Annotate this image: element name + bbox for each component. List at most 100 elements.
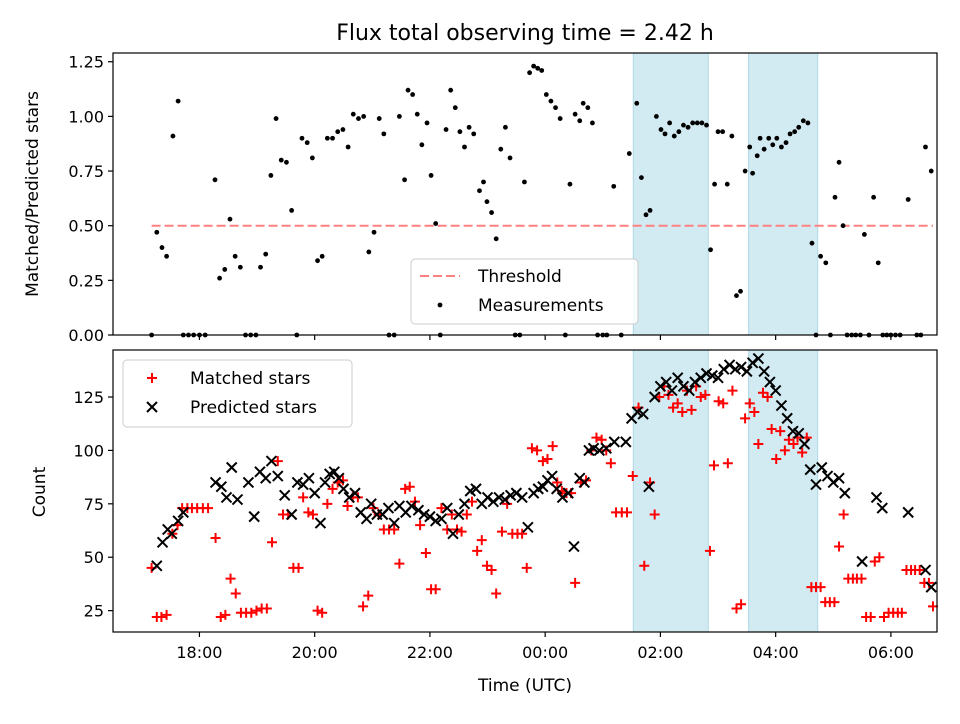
matched-star-point — [363, 590, 374, 601]
top-legend: Threshold Measurements — [410, 258, 639, 325]
measurement-point — [309, 155, 315, 161]
measurement-point — [766, 135, 772, 141]
matched-star-point — [293, 562, 304, 573]
x-tick-label: 06:00 — [868, 643, 914, 662]
measurement-point — [381, 131, 387, 137]
x-tick-label: 20:00 — [292, 643, 338, 662]
measurement-point — [376, 116, 382, 121]
measurement-point — [585, 105, 591, 111]
matched-star-point — [161, 609, 172, 620]
matched-star-point — [775, 426, 786, 437]
measurement-point — [783, 140, 789, 146]
predicted-star-point — [405, 500, 418, 512]
matched-star-point — [762, 392, 773, 402]
predicted-star-point — [856, 555, 868, 568]
top-y-axis-label: Matched/Predicted stars — [23, 91, 43, 297]
measurement-point — [662, 131, 668, 137]
measurement-point — [671, 133, 677, 139]
matched-star-point — [797, 447, 808, 458]
top-plot-frame — [112, 52, 938, 336]
predicted-star-point — [215, 481, 228, 493]
matched-star-point — [430, 584, 441, 595]
matched-star-point — [627, 471, 638, 482]
matched-star-point — [834, 541, 845, 552]
measurement-point — [754, 153, 760, 159]
measurement-point — [667, 120, 673, 126]
matched-star-point — [246, 607, 257, 618]
bottom-panel: 25 50 75 100 125 18:00 20:00 22:00 00:00 02:00 04:… — [30, 349, 938, 662]
matched-star-point — [722, 458, 733, 469]
matched-star-point — [753, 439, 764, 449]
matched-star-point — [156, 612, 167, 623]
predicted-star-point — [343, 491, 355, 504]
predicted-star-point — [382, 502, 395, 514]
bottom-legend-frame — [122, 359, 353, 428]
measurement-point — [676, 129, 682, 135]
measurement-point — [345, 144, 351, 150]
predicted-star-point — [308, 487, 321, 499]
measurement-point — [770, 142, 776, 148]
measurement-point — [738, 288, 743, 294]
measurement-point — [433, 221, 439, 226]
matched-star-point — [404, 481, 415, 492]
matched-star-point — [472, 545, 483, 556]
predicted-star-point — [648, 391, 661, 403]
measurement-point — [742, 168, 748, 174]
measurement-point — [779, 144, 784, 150]
measurement-point — [324, 135, 330, 141]
legend-predicted-swatch — [146, 401, 158, 413]
x-tick-label: 00:00 — [522, 643, 568, 662]
matched-star-point — [542, 453, 553, 464]
predicted-star-point — [487, 495, 500, 508]
predicted-star-point — [556, 491, 569, 504]
matched-star-point — [700, 389, 711, 400]
matched-star-point — [327, 483, 338, 494]
measurement-point — [319, 253, 325, 259]
predicted-star-point — [758, 365, 770, 378]
predicted-star-point — [458, 498, 471, 510]
measurement-point — [361, 113, 367, 119]
measurement-point — [481, 179, 486, 185]
matched-star-point — [695, 392, 706, 402]
predicted-star-point — [660, 376, 672, 388]
measurement-point — [350, 111, 356, 117]
predicted-star-point — [746, 357, 759, 369]
predicted-star-point — [470, 483, 482, 495]
predicted-star-point — [231, 493, 244, 506]
matched-star-point — [672, 398, 683, 409]
measurement-point — [477, 188, 482, 194]
measurement-point — [212, 177, 218, 183]
predicted-star-point — [608, 436, 621, 448]
measurement-point — [493, 236, 499, 242]
measurement-point — [724, 181, 730, 187]
predicted-star-point — [792, 427, 805, 440]
matched-star-point — [605, 458, 616, 469]
predicted-star-point — [671, 372, 684, 384]
measurement-point — [217, 275, 223, 281]
matched-star-point — [220, 609, 231, 620]
matched-star-point — [303, 507, 314, 518]
measurement-point — [452, 105, 458, 111]
measurement-point — [557, 116, 563, 121]
matched-star-point — [210, 533, 221, 543]
matched-star-point — [394, 558, 405, 569]
matched-star-point — [639, 560, 650, 571]
observing-window-band — [632, 52, 709, 336]
measurement-point — [548, 98, 554, 104]
measurement-point — [489, 210, 494, 215]
predicted-star-point — [919, 564, 932, 576]
predicted-star-point — [637, 408, 649, 420]
measurement-point — [424, 120, 430, 126]
predicted-star-point — [752, 352, 765, 365]
predicted-star-point — [593, 444, 606, 457]
measurement-point — [871, 194, 877, 200]
matched-star-point — [677, 406, 688, 417]
predicted-star-point — [723, 359, 736, 371]
top-legend-frame — [410, 258, 639, 325]
top-y-tick-label: 0.00 — [68, 326, 104, 345]
measurement-point — [356, 116, 361, 121]
measurement-point — [366, 249, 372, 255]
x-axis-label: Time (UTC) — [477, 676, 572, 696]
measurement-point — [611, 183, 617, 189]
top-panel: 0.00 0.25 0.50 0.75 1.00 1.25 Threshold Measur… — [23, 52, 938, 345]
